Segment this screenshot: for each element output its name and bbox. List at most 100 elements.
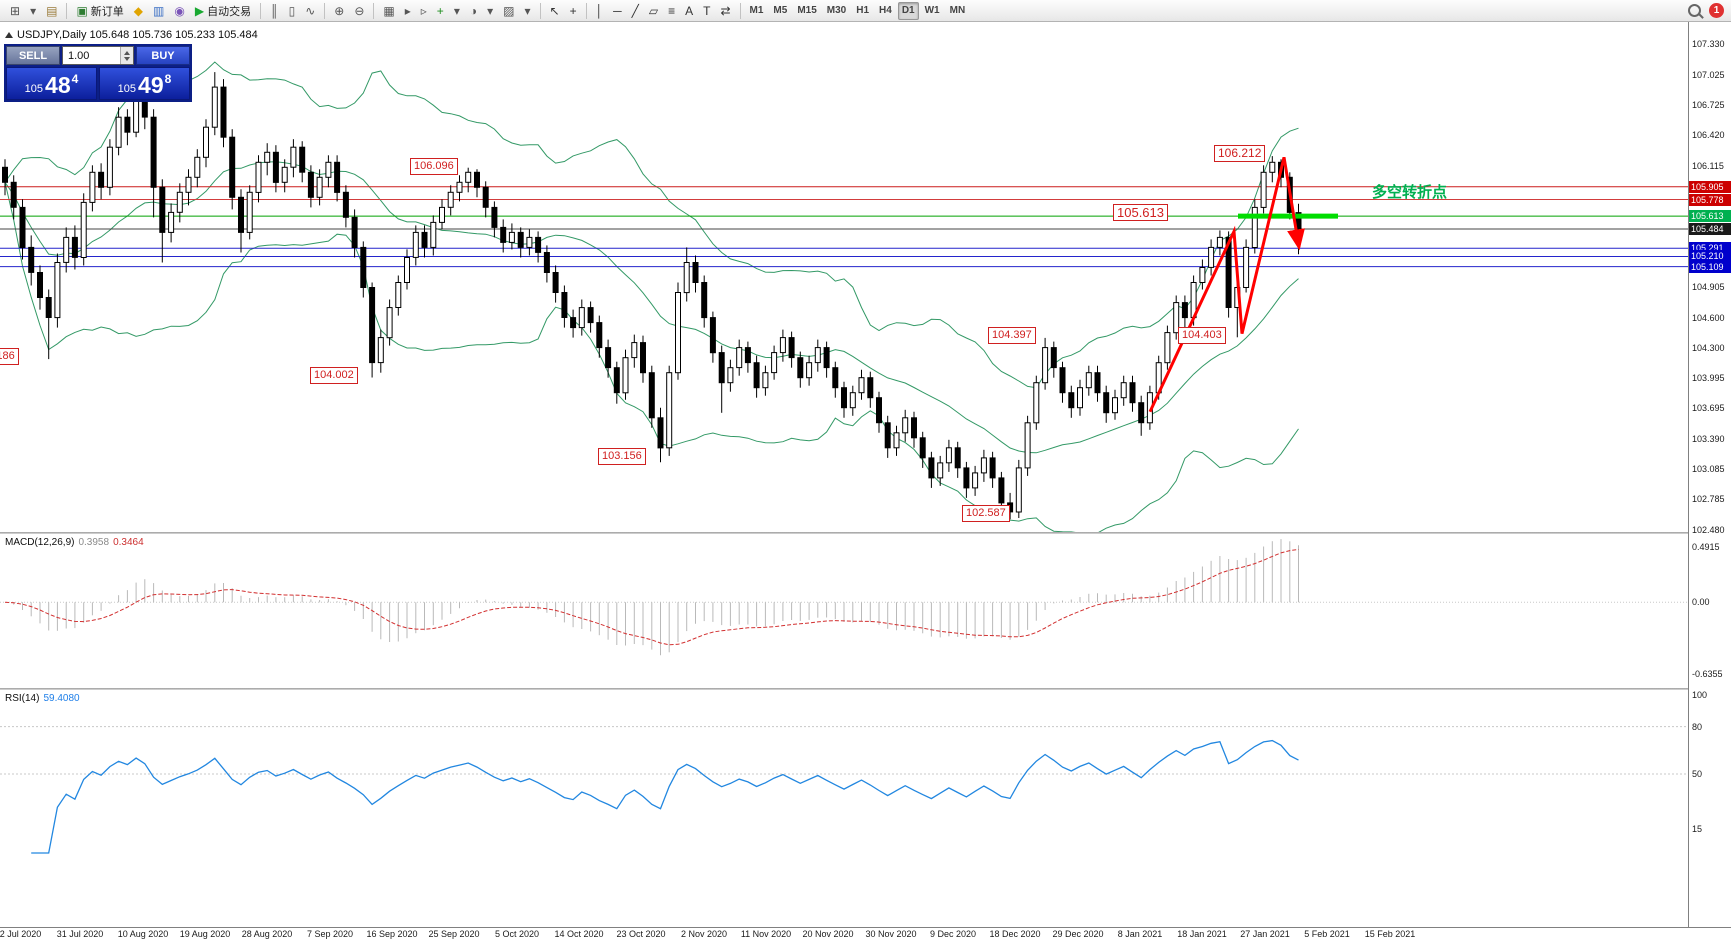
annotation-text[interactable]: 多空转折点 (1372, 184, 1448, 201)
indicators-dropdown-button[interactable]: ▾ (450, 2, 464, 20)
pane-separator[interactable] (0, 688, 1731, 690)
horizontal-line-tool-button[interactable]: ─ (609, 2, 626, 20)
crosshair-tool-button[interactable]: + (566, 2, 581, 20)
candlestick-chart-mode-button[interactable]: ▯ (285, 2, 300, 20)
vertical-line-tool-button[interactable]: │ (592, 2, 608, 20)
macd-scale-tick: 0.4915 (1692, 542, 1720, 552)
price-tick: 104.905 (1692, 282, 1725, 292)
tf-m15-button[interactable]: M15 (793, 2, 820, 20)
chart-shift-button[interactable]: ▹ (417, 2, 431, 20)
fibonacci-tool-icon: ≡ (668, 3, 676, 18)
zoom-out-button[interactable]: ⊖ (350, 2, 368, 20)
price-badge: 105.613 (1689, 210, 1731, 222)
spinner-down-icon[interactable] (124, 56, 130, 61)
price-label-object[interactable]: 106.096 (410, 158, 458, 175)
search-icon[interactable] (1688, 4, 1704, 19)
oneclick-collapse-icon[interactable] (5, 32, 13, 38)
date-tick: 28 Aug 2020 (241, 929, 293, 939)
market-watch-button[interactable]: ▥ (149, 2, 168, 20)
tf-m1-button[interactable]: M1 (746, 2, 768, 20)
price-tick: 103.390 (1692, 434, 1725, 444)
periods-dropdown-button[interactable]: ▾ (483, 2, 497, 20)
tf-m15-label: M15 (797, 5, 817, 16)
fibonacci-tool-button[interactable]: ≡ (664, 2, 679, 20)
bar-chart-mode-button[interactable]: ║ (266, 2, 283, 20)
rsi-scale-tick: 15 (1692, 824, 1703, 834)
rsi-pane[interactable]: RSI(14) 59.4080 (0, 690, 1688, 927)
tile-windows-icon: ▦ (383, 3, 395, 18)
rsi-label: RSI(14) 59.4080 (5, 693, 84, 704)
price-tick: 102.480 (1692, 525, 1725, 535)
cursor-tool-button[interactable]: ↖ (546, 2, 564, 20)
crosshair-tool-icon: + (569, 3, 577, 18)
templates-button[interactable]: ▨ (499, 2, 518, 20)
label-tool-button[interactable]: T (699, 2, 714, 20)
price-badge: 105.210 (1689, 250, 1731, 262)
macd-pane[interactable]: MACD(12,26,9) 0.3958 0.3464 (0, 534, 1688, 688)
notification-badge[interactable]: 1 (1709, 3, 1724, 18)
price-label-object[interactable]: 104.403 (1178, 327, 1226, 344)
tf-m30-button[interactable]: M30 (823, 2, 850, 20)
volume-spinner[interactable] (120, 47, 133, 64)
main-chart-pane[interactable]: USDJPY,Daily 105.648 105.736 105.233 105… (0, 22, 1688, 532)
price-label-object[interactable]: 104.002 (310, 367, 358, 384)
strategy-tester-button[interactable]: ◉ (170, 2, 188, 20)
tf-m1-label: M1 (749, 5, 764, 16)
one-click-order-row: SELL 1.00 BUY (6, 46, 190, 65)
zoom-out-icon: ⊖ (354, 3, 365, 18)
new-chart-button[interactable]: ⊞ (6, 2, 24, 20)
volume-field[interactable]: 1.00 (62, 46, 134, 65)
price-axis[interactable]: 107.330 107.025 106.725 106.420 106.115 104.9… (1688, 22, 1731, 940)
line-chart-mode-button[interactable]: ∿ (301, 2, 319, 20)
tf-mn-button[interactable]: MN (946, 2, 970, 20)
tf-m5-button[interactable]: M5 (769, 2, 791, 20)
periods-button[interactable]: ◑ (466, 2, 481, 20)
price-label-object[interactable]: 103.156 (598, 448, 646, 465)
metaeditor-button[interactable]: ◆ (130, 2, 147, 20)
price-tick: 102.785 (1692, 494, 1725, 504)
tile-windows-button[interactable]: ▦ (379, 2, 398, 20)
channel-tool-button[interactable]: ▱ (645, 2, 662, 20)
pane-separator[interactable] (0, 532, 1731, 534)
price-label-object[interactable]: 106.212 (1214, 145, 1266, 162)
one-click-trading-panel: SELL 1.00 BUY 105 48 4 105 4 (4, 44, 192, 102)
trendline-tool-button[interactable]: ╱ (628, 2, 643, 20)
autotrading-button[interactable]: ▶ 自动交易 (191, 2, 255, 20)
buy-price-pips: 49 (138, 72, 164, 98)
text-tool-button[interactable]: A (681, 2, 697, 20)
price-label-object[interactable]: 104.397 (988, 327, 1036, 344)
price-badge: 105.905 (1689, 181, 1731, 193)
autotrading-icon: ▶ (194, 3, 205, 18)
price-label-object[interactable]: 104.186 (0, 348, 19, 365)
sell-button[interactable]: SELL (6, 46, 60, 65)
price-label-object[interactable]: 102.587 (962, 505, 1010, 522)
buy-price-panel[interactable]: 105 49 8 (99, 67, 190, 100)
macd-name: MACD(12,26,9) (5, 537, 75, 548)
new-order-button[interactable]: ▣ 新订单 (72, 2, 127, 20)
market-watch-icon: ▥ (153, 3, 165, 18)
new-chart-dropdown-button[interactable]: ▾ (26, 2, 40, 20)
sell-price-panel[interactable]: 105 48 4 (6, 67, 97, 100)
templates-dropdown-button[interactable]: ▾ (520, 2, 534, 20)
profiles-button[interactable]: ▤ (42, 2, 61, 20)
auto-scroll-button[interactable]: ▸ (401, 2, 415, 20)
buy-button[interactable]: BUY (136, 46, 190, 65)
candlestick-chart-svg (0, 61, 1688, 532)
spinner-up-icon[interactable] (124, 50, 130, 55)
zoom-in-button[interactable]: ⊕ (330, 2, 348, 20)
price-label-object[interactable]: 105.613 (1113, 204, 1168, 221)
tf-d1-button[interactable]: D1 (897, 1, 919, 20)
arrows-tool-button[interactable]: ⇄ (716, 2, 734, 20)
date-tick: 27 Jan 2021 (1240, 929, 1290, 939)
horizontal-line-tool-icon: ─ (613, 3, 622, 18)
date-tick: 8 Jan 2021 (1117, 929, 1163, 939)
volume-value[interactable]: 1.00 (68, 49, 90, 62)
tf-h1-label: H1 (856, 5, 870, 16)
tf-h4-button[interactable]: H4 (875, 2, 896, 20)
date-axis[interactable]: 22 Jul 2020 31 Jul 2020 10 Aug 2020 19 Aug … (0, 927, 1731, 940)
date-tick: 20 Nov 2020 (802, 929, 854, 939)
indicators-button[interactable]: + (433, 2, 448, 20)
tf-h1-button[interactable]: H1 (852, 2, 873, 20)
tf-h4-label: H4 (879, 5, 892, 16)
tf-w1-button[interactable]: W1 (921, 2, 944, 20)
